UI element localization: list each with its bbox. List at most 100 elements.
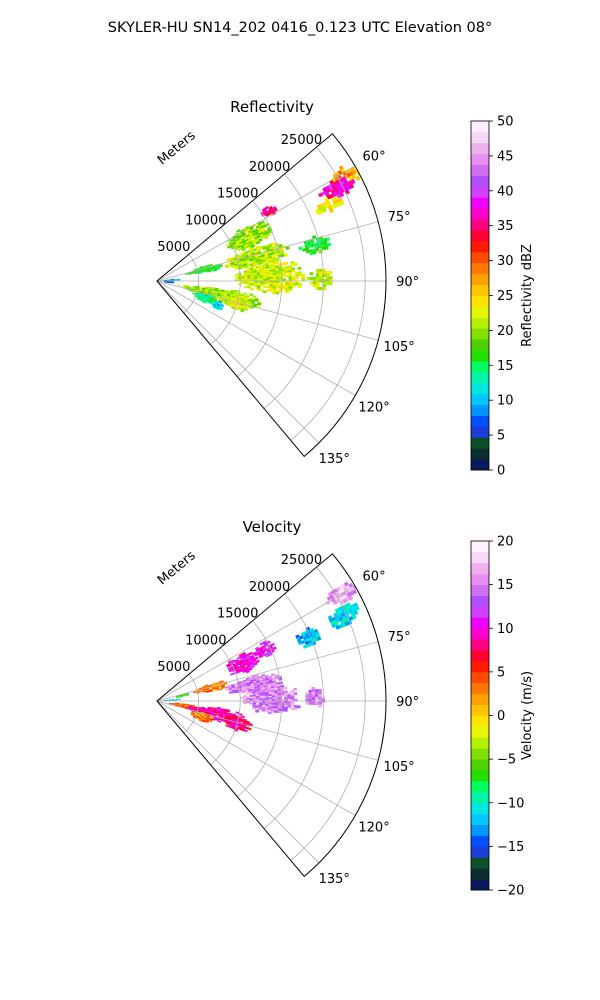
radar-cell <box>285 270 289 274</box>
radar-cell <box>219 680 224 683</box>
colorbar-swatch <box>471 879 489 891</box>
colorbar-swatch <box>471 737 489 749</box>
radar-cell <box>322 208 327 213</box>
azimuth-tick-label: 120° <box>358 400 389 415</box>
radar-cell <box>290 703 295 706</box>
radar-cell <box>291 269 296 273</box>
radar-cell <box>252 651 257 656</box>
range-ring <box>263 593 324 829</box>
radar-cell <box>250 665 256 669</box>
colorbar-label: Reflectivity dBZ <box>520 244 535 347</box>
colorbar-swatch <box>471 437 489 449</box>
radar-cell <box>354 605 360 611</box>
colorbar-swatch <box>471 541 489 553</box>
radar-cell <box>325 271 330 275</box>
radar-cell <box>339 200 345 206</box>
azimuth-spoke <box>156 586 356 702</box>
radar-cell <box>312 284 317 288</box>
radar-cell <box>248 667 253 671</box>
radar-cell <box>255 700 260 704</box>
radar-cell <box>296 705 301 709</box>
azimuth-tick-label: 60° <box>363 150 386 165</box>
colorbar-swatch <box>471 350 489 362</box>
radar-cell <box>263 285 267 289</box>
radar-cell <box>311 696 316 700</box>
azimuth-tick-label: 135° <box>319 452 350 467</box>
radar-cell <box>308 701 313 705</box>
colorbar-swatch <box>471 682 489 695</box>
range-tick-label: 10000 <box>185 213 226 228</box>
radar-cell <box>268 652 273 657</box>
radar-cell <box>249 702 254 705</box>
radar-cell <box>242 292 247 296</box>
colorbar-swatch <box>471 262 489 275</box>
azimuth-tick-label: 75° <box>388 630 411 645</box>
azimuth-tick-label: 105° <box>383 340 414 355</box>
radar-cell <box>260 283 264 287</box>
colorbar-tick-label: 10 <box>497 622 514 637</box>
radar-cell <box>316 281 320 285</box>
radar-cell <box>209 716 214 720</box>
radar-cell <box>241 281 245 284</box>
radar-cell <box>255 265 260 269</box>
radar-cell <box>210 707 215 710</box>
radar-cell <box>349 183 355 189</box>
radar-cell <box>191 292 196 295</box>
radar-cell <box>234 267 239 270</box>
radar-cell <box>213 269 218 272</box>
colorbar-tick-label: 0 <box>497 709 505 724</box>
colorbar-swatch <box>471 671 489 684</box>
radar-cell <box>319 276 324 280</box>
colorbar-swatch <box>471 339 489 351</box>
radar-cell <box>231 715 236 718</box>
radar-cell <box>261 694 266 697</box>
radar-cell <box>242 695 247 698</box>
radar-cell <box>294 276 299 279</box>
radar-cell <box>309 281 314 285</box>
radar-cell <box>244 265 249 269</box>
radar-cell <box>252 706 257 710</box>
radar-cell <box>348 595 354 601</box>
radar-cell <box>199 287 203 290</box>
radar-cell <box>205 690 210 693</box>
radar-cell <box>318 701 323 706</box>
colorbar-swatch <box>471 121 489 133</box>
radar-cell <box>273 685 278 689</box>
range-tick-label: 25000 <box>281 553 322 568</box>
radar-cell <box>264 709 269 713</box>
radar-cell <box>258 694 263 697</box>
radar-cell <box>234 684 239 687</box>
radar-cell <box>248 722 253 726</box>
radar-cell <box>301 275 306 279</box>
radar-cell <box>324 245 329 250</box>
colorbar-tick-label: −5 <box>497 753 516 768</box>
radar-cell <box>249 694 254 698</box>
azimuth-spoke <box>156 221 379 282</box>
radar-cell <box>266 232 271 237</box>
colorbar-swatch <box>471 835 489 847</box>
radar-cell <box>241 266 246 269</box>
radar-cell <box>253 662 258 666</box>
radar-cell <box>223 292 228 295</box>
radar-cell <box>291 284 296 288</box>
radar-cell <box>247 727 252 731</box>
colorbar-tick-label: 50 <box>497 115 514 130</box>
panel-title: Reflectivity <box>230 98 314 116</box>
radar-cell <box>249 293 254 296</box>
colorbar-swatch <box>471 780 489 793</box>
colorbar-swatch <box>471 573 489 586</box>
radar-cell <box>326 242 332 247</box>
radar-cell <box>218 688 223 691</box>
azimuth-tick-label: 60° <box>363 570 386 585</box>
radar-cell <box>312 276 317 280</box>
azimuth-spoke <box>156 280 356 396</box>
colorbar-tick-label: 15 <box>497 578 514 593</box>
radar-cell <box>225 688 230 691</box>
radar-cell <box>308 696 313 700</box>
radar-cell <box>325 237 330 242</box>
colorbar-swatch <box>471 164 489 176</box>
radar-cell <box>264 205 270 211</box>
radar-cell <box>318 694 322 698</box>
colorbar-swatch <box>471 595 489 607</box>
colorbar-swatch <box>471 868 489 880</box>
